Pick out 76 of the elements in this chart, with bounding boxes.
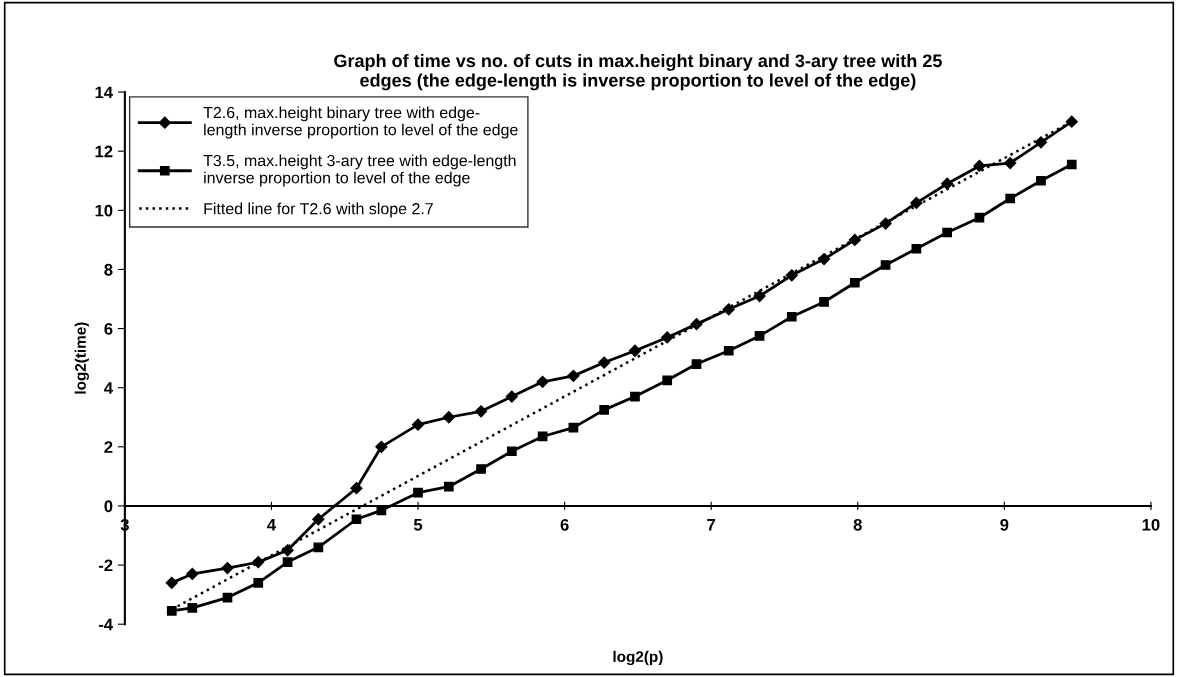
x-tick-label: 9 bbox=[1000, 518, 1009, 531]
point bbox=[281, 544, 294, 557]
point bbox=[221, 561, 234, 575]
point bbox=[252, 556, 265, 569]
point bbox=[879, 217, 892, 230]
x-tick-label: 10 bbox=[1142, 518, 1160, 531]
x-tick-label: 8 bbox=[853, 518, 862, 531]
chart-title: Graph of time vs no. of cuts in max.height binary and 3-ary tree with 25 edges (the edge-length is inverse proportion to level of the edge) bbox=[334, 53, 942, 91]
y-tick-label: 12 bbox=[95, 145, 113, 158]
point bbox=[253, 577, 264, 588]
point bbox=[754, 331, 765, 341]
point bbox=[350, 482, 363, 495]
x-axis-title: log2(p) bbox=[613, 650, 663, 666]
point bbox=[1036, 175, 1046, 186]
y-tick-label: -2 bbox=[98, 559, 113, 572]
point bbox=[1005, 193, 1016, 204]
point bbox=[351, 514, 362, 525]
point bbox=[1066, 159, 1077, 170]
x-tick-label: 5 bbox=[413, 519, 423, 531]
y-tick-label: -4 bbox=[98, 618, 113, 631]
point bbox=[630, 391, 640, 402]
point bbox=[476, 464, 486, 474]
point bbox=[662, 375, 673, 386]
point bbox=[819, 297, 829, 307]
point bbox=[282, 557, 293, 567]
point bbox=[849, 277, 860, 288]
y-tick-label: 2 bbox=[104, 441, 113, 453]
y-tick-label: 10 bbox=[95, 204, 113, 217]
point bbox=[690, 318, 703, 331]
x-tick-label: 6 bbox=[560, 518, 569, 531]
point bbox=[474, 405, 488, 418]
point bbox=[598, 356, 611, 369]
point bbox=[187, 603, 198, 613]
point bbox=[186, 567, 199, 581]
point bbox=[911, 243, 922, 254]
point bbox=[1034, 136, 1048, 149]
legend-label: T2.6, max.height binary tree with edge- length inverse proportion to level of the edge bbox=[203, 106, 518, 139]
point bbox=[941, 177, 954, 190]
point bbox=[312, 513, 325, 526]
point bbox=[786, 311, 797, 322]
point bbox=[723, 345, 734, 356]
point bbox=[506, 446, 517, 457]
point bbox=[313, 542, 324, 553]
point bbox=[166, 606, 177, 616]
point bbox=[785, 269, 798, 282]
point bbox=[442, 411, 455, 424]
y-tick-label: 0 bbox=[104, 500, 113, 513]
point bbox=[628, 344, 642, 357]
y-tick-label: 8 bbox=[104, 263, 113, 276]
legend-label: Fitted line for T2.6 with slope 2.7 bbox=[204, 202, 433, 218]
point bbox=[973, 159, 986, 173]
point bbox=[880, 260, 891, 270]
point bbox=[567, 369, 580, 382]
point bbox=[691, 359, 702, 369]
point bbox=[413, 487, 423, 498]
point bbox=[375, 440, 388, 453]
point bbox=[661, 331, 674, 344]
point bbox=[848, 233, 861, 246]
point bbox=[817, 253, 831, 266]
point bbox=[536, 375, 549, 388]
legend-label: T3.5, max.height 3-ary tree with edge-length inverse proportion to level of the edge bbox=[203, 154, 516, 187]
point bbox=[1065, 115, 1078, 128]
point bbox=[505, 390, 518, 403]
point bbox=[599, 405, 610, 415]
x-tick-label: 4 bbox=[267, 519, 276, 531]
y-axis-title: log2(time) bbox=[74, 322, 89, 394]
point bbox=[974, 212, 985, 223]
point bbox=[165, 576, 178, 589]
point bbox=[411, 418, 425, 431]
y-tick-label: 14 bbox=[95, 86, 113, 99]
point bbox=[942, 227, 953, 238]
x-tick-label: 7 bbox=[707, 519, 716, 531]
y-tick-label: 4 bbox=[104, 382, 113, 394]
y-tick-label: 6 bbox=[104, 322, 113, 335]
point bbox=[443, 481, 454, 492]
point bbox=[1004, 156, 1017, 170]
